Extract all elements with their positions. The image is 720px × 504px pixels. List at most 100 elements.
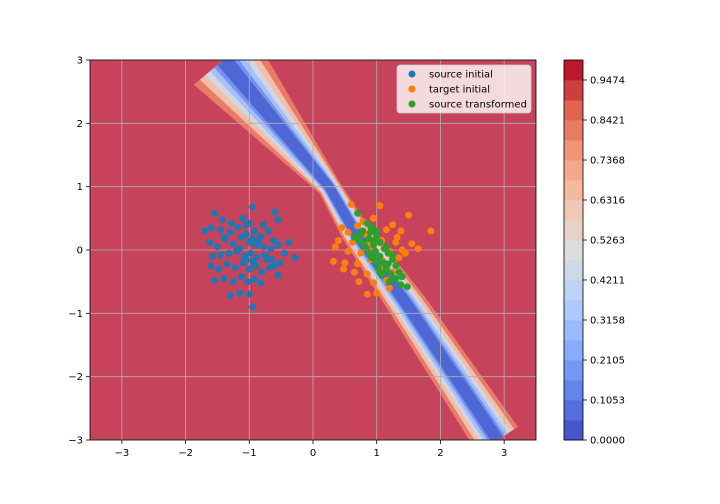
colorbar-frame — [563, 59, 584, 441]
point-source-transformed — [370, 237, 377, 244]
colorbar-tick-label: 0.7368 — [590, 156, 625, 167]
x-tick-label: 3 — [501, 448, 507, 459]
point-source-initial — [249, 235, 256, 243]
point-target-initial — [344, 247, 352, 255]
contour-band-level-5 — [217, 60, 503, 440]
point-target-initial — [395, 254, 403, 262]
point-source-initial — [274, 241, 282, 249]
point-source-initial — [259, 243, 267, 251]
colorbar-band — [564, 380, 583, 401]
legend-label-source-transformed: source transformed — [429, 100, 527, 111]
colorbar-tick-label: 0.0000 — [590, 436, 625, 447]
x-tick-label: 2 — [437, 448, 443, 459]
colorbar-band — [564, 340, 583, 361]
scatter-points — [201, 200, 435, 311]
point-source-transformed — [398, 273, 406, 281]
point-source-initial — [258, 268, 266, 276]
colorbar-band — [564, 80, 583, 101]
colorbar-band — [564, 120, 583, 141]
point-source-initial — [229, 240, 237, 248]
y-tick-label: 2 — [77, 119, 83, 130]
point-target-initial — [350, 268, 358, 276]
colorbar-band — [564, 60, 583, 81]
point-source-initial — [234, 223, 242, 231]
point-target-initial — [405, 211, 413, 219]
colorbar-band — [564, 160, 583, 181]
point-target-initial — [335, 237, 342, 244]
colorbar-band — [564, 300, 583, 321]
point-target-initial — [376, 202, 384, 210]
legend-marker-source-initial — [408, 70, 416, 78]
point-target-initial — [354, 260, 362, 268]
point-source-initial — [227, 219, 235, 227]
legend-label-source-initial: source initial — [429, 70, 493, 81]
colorbar-tick-label: 0.2105 — [590, 356, 625, 367]
colorbar-band — [564, 320, 583, 341]
point-source-initial — [247, 249, 255, 257]
point-source-initial — [238, 273, 246, 281]
y-axis-ticks: −3 −2 −1 0 1 2 3 — [68, 56, 90, 447]
colorbar-tick-label: 0.4211 — [590, 275, 625, 286]
point-target-initial — [357, 249, 365, 257]
point-source-initial — [259, 221, 267, 229]
legend: source initial target initial source tra… — [396, 64, 532, 114]
point-source-initial — [245, 219, 253, 227]
point-source-transformed — [354, 209, 362, 217]
point-target-initial — [341, 259, 349, 267]
point-source-initial — [242, 256, 250, 263]
colorbar-band — [564, 360, 583, 381]
point-source-initial — [201, 227, 209, 235]
point-target-initial — [397, 227, 405, 235]
point-source-transformed — [397, 281, 405, 289]
point-source-initial — [257, 279, 265, 287]
point-source-initial — [219, 216, 226, 224]
point-source-transformed — [384, 260, 392, 268]
point-source-initial — [270, 237, 277, 244]
point-source-transformed — [350, 233, 358, 241]
point-target-initial — [338, 224, 346, 232]
point-source-transformed — [371, 247, 379, 255]
point-target-initial — [389, 221, 397, 229]
point-source-initial — [207, 224, 215, 232]
colorbar-tick-label: 0.3158 — [590, 315, 625, 326]
colorbar-ticks: 0.0000 0.1053 0.2105 0.3158 0.4211 0.5263 0.63… — [583, 75, 625, 447]
colorbar-band — [564, 240, 583, 261]
point-source-transformed — [376, 268, 384, 276]
point-source-initial — [225, 249, 233, 257]
colorbar: 0.0000 0.1053 0.2105 0.3158 0.4211 0.5263 0.63… — [563, 59, 625, 447]
point-source-initial — [245, 290, 253, 298]
colorbar-tick-label: 0.6316 — [590, 195, 625, 206]
point-source-initial — [210, 209, 218, 217]
point-source-initial — [280, 249, 288, 257]
point-source-initial — [236, 289, 244, 297]
colorbar-band — [564, 140, 583, 161]
point-source-initial — [236, 245, 244, 253]
plot-area: −3 −2 −1 0 1 2 3 −3 −2 −1 0 1 2 3 — [68, 56, 537, 459]
point-source-initial — [207, 262, 215, 270]
point-source-transformed — [382, 243, 390, 251]
point-source-initial — [223, 260, 231, 268]
x-tick-label: 0 — [310, 448, 316, 459]
point-source-transformed — [360, 240, 368, 248]
point-source-transformed — [386, 278, 393, 286]
point-source-initial — [217, 226, 225, 234]
point-source-transformed — [371, 257, 379, 265]
x-tick-label: −2 — [178, 448, 193, 459]
point-target-initial — [347, 200, 355, 208]
point-source-initial — [206, 238, 214, 246]
legend-marker-target-initial — [408, 85, 416, 93]
point-target-initial — [355, 278, 363, 286]
point-source-transformed — [392, 262, 400, 270]
legend-marker-source-transformed — [408, 100, 416, 108]
colorbar-band — [564, 400, 583, 421]
point-target-initial — [370, 214, 377, 222]
point-source-initial — [226, 292, 234, 300]
point-source-transformed — [403, 283, 411, 291]
colorbar-band — [564, 280, 583, 301]
y-tick-label: −2 — [68, 372, 83, 383]
point-target-initial — [386, 284, 393, 292]
point-target-initial — [414, 245, 422, 253]
point-source-initial — [249, 257, 256, 265]
point-source-transformed — [373, 227, 381, 235]
